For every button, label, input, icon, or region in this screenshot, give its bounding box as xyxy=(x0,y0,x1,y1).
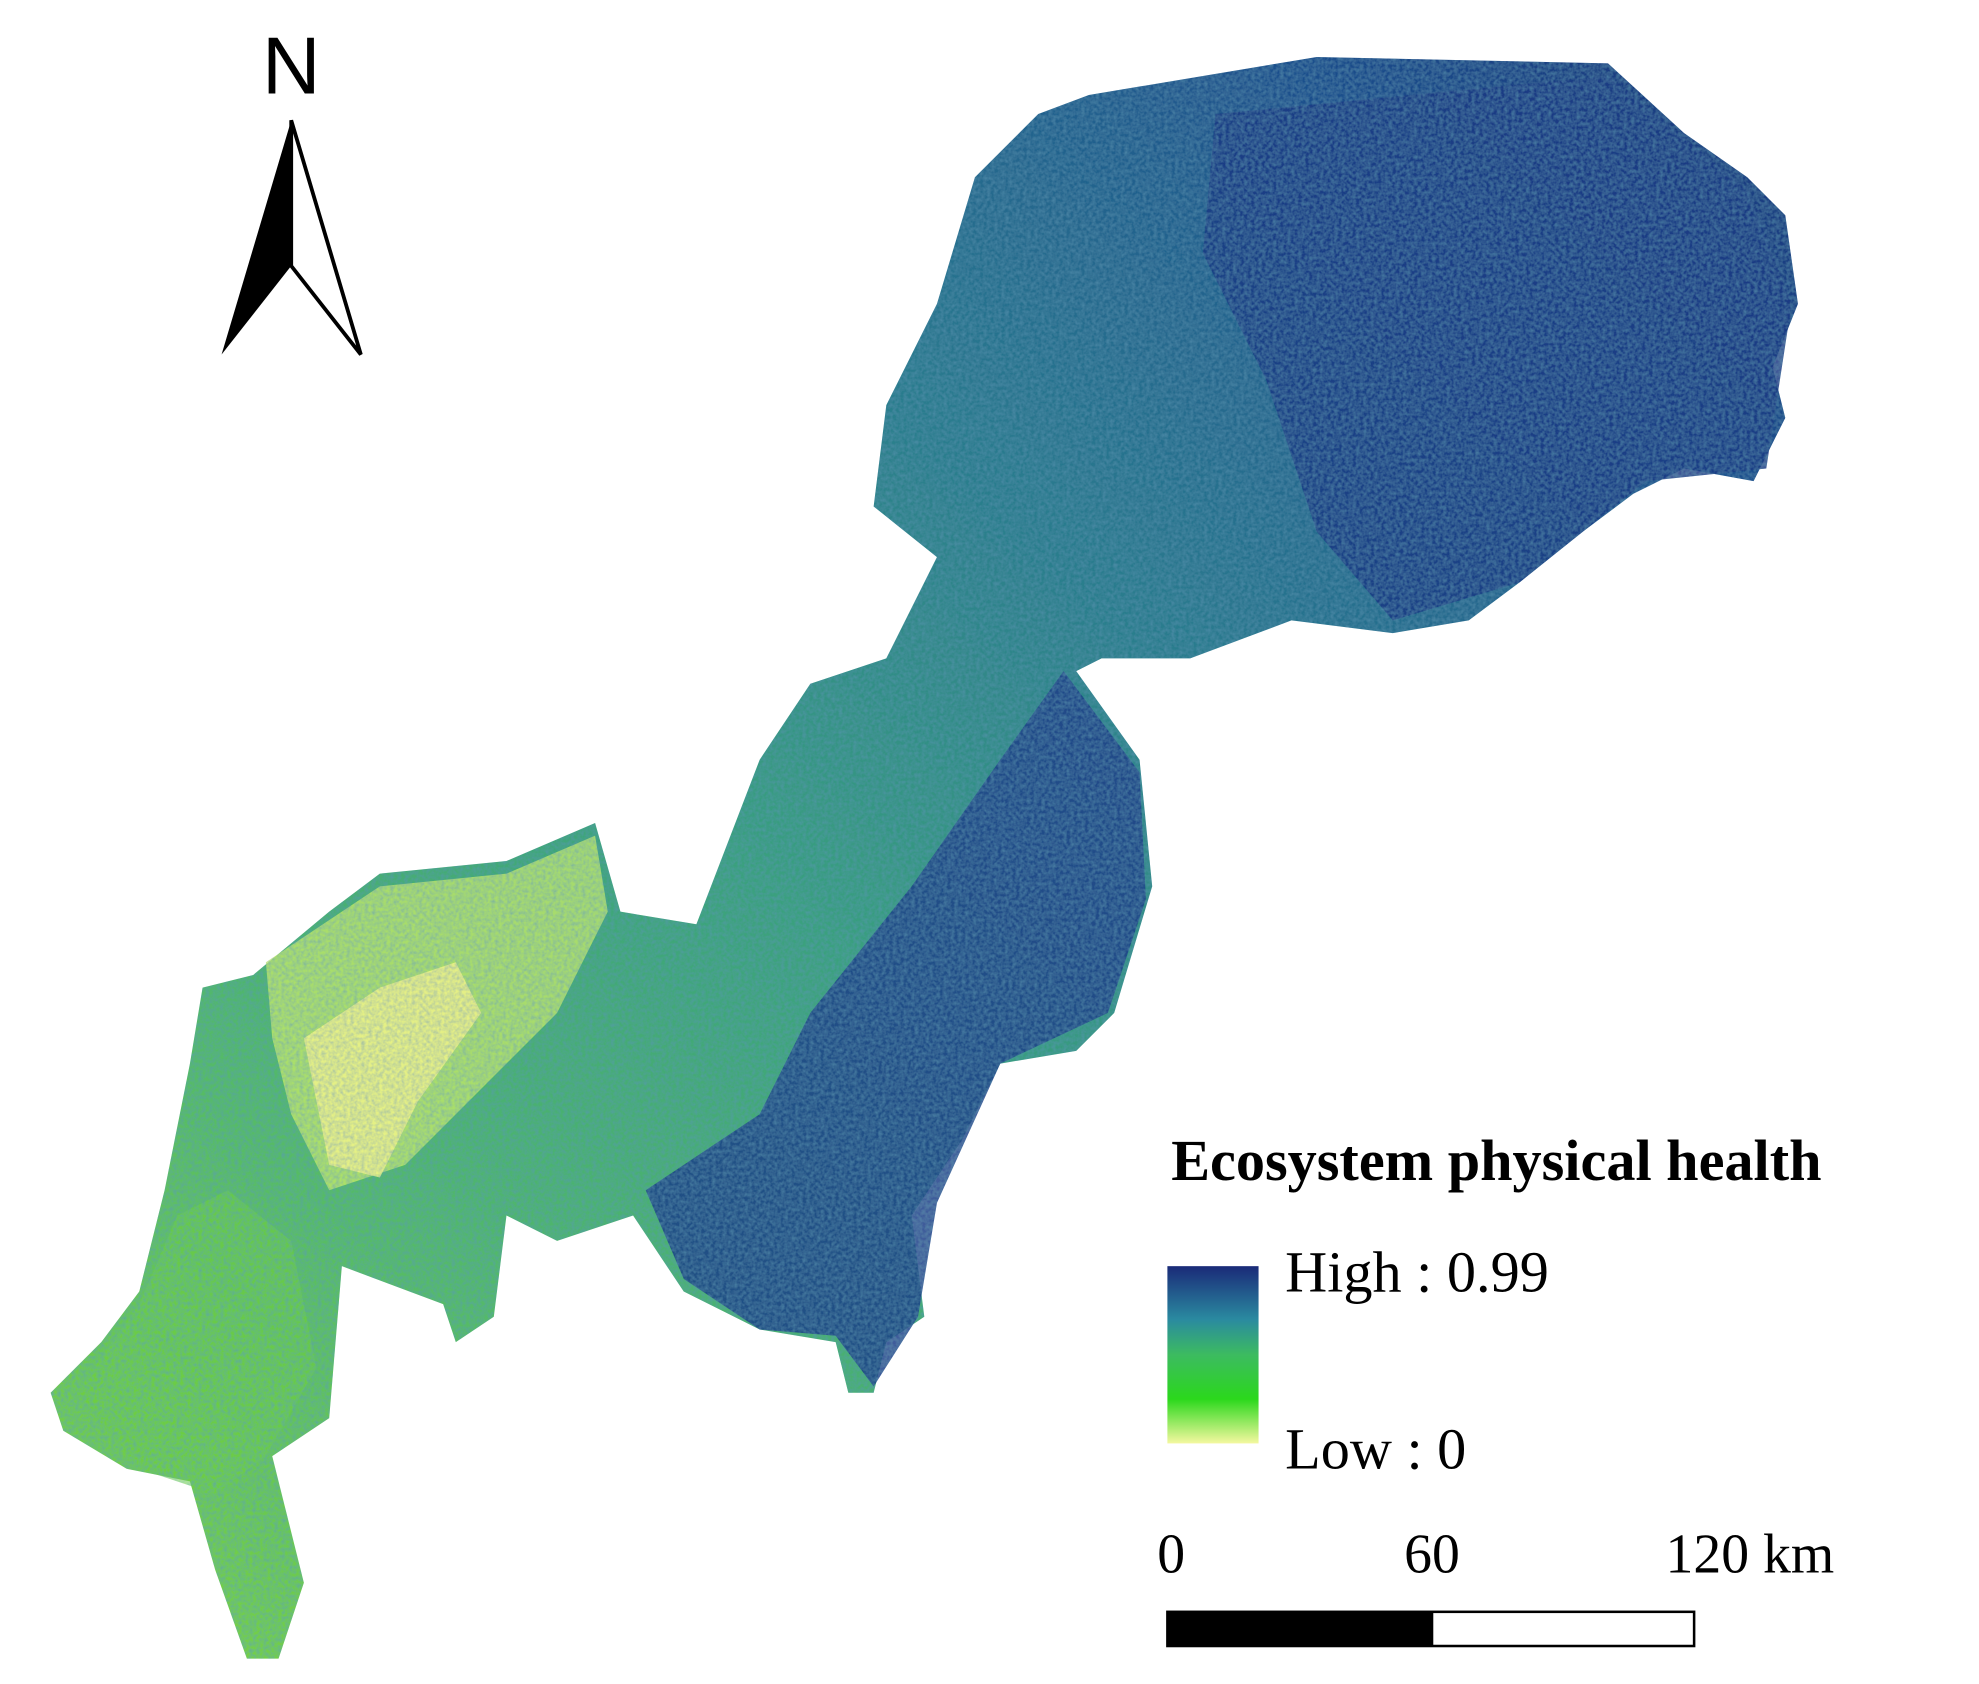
dark-zone-east xyxy=(1202,75,1792,621)
arrow-right xyxy=(289,119,363,356)
legend-low: Low : 0 xyxy=(1285,1417,1466,1482)
legend-title: Ecosystem physical health xyxy=(1171,1128,1821,1193)
dark-zone-southeast xyxy=(645,671,1146,1387)
legend-high: High : 0.99 xyxy=(1285,1239,1549,1304)
color-ramp xyxy=(1167,1266,1259,1444)
study-region xyxy=(50,56,1798,1659)
legend: Ecosystem physical health High : 0.99 Lo… xyxy=(1167,1128,1822,1482)
scale-label: 60 xyxy=(1404,1524,1460,1586)
scale-label: 0 xyxy=(1157,1524,1185,1586)
pale-patch xyxy=(303,962,482,1178)
north-arrow: N xyxy=(221,22,363,356)
scale-label: 120 km xyxy=(1665,1524,1834,1586)
scale-bar: 0 60 120 km xyxy=(1157,1524,1834,1648)
north-label: N xyxy=(262,22,321,112)
arrow-left xyxy=(221,120,292,355)
scale-bar-segment xyxy=(1167,1611,1434,1647)
green-zone-southwest xyxy=(75,1190,317,1495)
